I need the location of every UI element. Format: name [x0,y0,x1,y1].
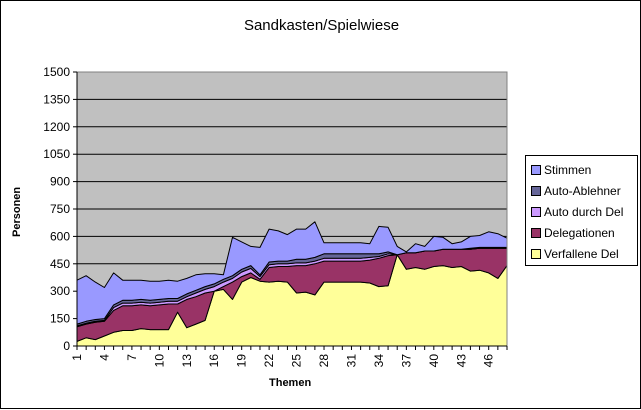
legend-swatch-stimmen [531,164,541,175]
y-tick-label: 750 [50,202,70,216]
legend-label: Verfallene Del [544,246,619,261]
x-tick-label: 34 [372,354,386,368]
x-tick-label: 10 [152,354,166,368]
y-tick-label: 1500 [43,65,70,79]
y-tick-label: 450 [50,257,70,271]
legend-swatch-verfallene-del [531,248,541,259]
legend-item-auto-ablehner: Auto-Ablehner [526,180,637,201]
x-tick-label: 37 [399,354,413,368]
x-tick-label: 16 [207,354,221,368]
legend-label: Auto-Ablehner [544,183,621,198]
x-tick-label: 22 [262,354,276,368]
x-tick-label: 40 [427,354,441,368]
x-axis-label: Themen [269,377,312,389]
x-tick-label: 7 [125,354,139,361]
y-tick-label: 900 [50,175,70,189]
x-tick-label: 4 [97,354,111,361]
y-tick-label: 300 [50,284,70,298]
x-tick-label: 1 [70,354,84,361]
legend-label: Auto durch Del [544,204,624,219]
chart-title: Sandkasten/Spielwiese [243,17,400,34]
x-tick-label: 43 [454,354,468,368]
y-tick-label: 150 [50,312,70,326]
legend-swatch-delegationen [531,227,541,238]
y-tick-label: 600 [50,229,70,243]
legend-swatch-auto-ablehner [531,185,541,196]
chart-legend: Stimmen Auto-Ablehner Auto durch Del Del… [525,155,638,266]
legend-label: Delegationen [544,225,615,240]
x-tick-label: 31 [345,354,359,368]
x-tick-label: 46 [482,354,496,368]
y-axis-label: Personen [11,186,23,237]
legend-label: Stimmen [544,162,592,177]
legend-item-delegationen: Delegationen [526,222,637,243]
legend-item-stimmen: Stimmen [526,159,637,180]
x-tick-label: 13 [180,354,194,368]
y-tick-label: 1200 [43,120,70,134]
legend-item-verfallene-del: Verfallene Del [526,243,637,264]
y-tick-label: 0 [63,339,70,353]
x-tick-label: 19 [235,354,249,368]
y-tick-label: 1350 [43,92,70,106]
legend-swatch-auto-durch-del [531,206,541,217]
y-tick-label: 1050 [43,147,70,161]
x-tick-label: 28 [317,354,331,368]
x-tick-label: 25 [290,354,304,368]
legend-item-auto-durch-del: Auto durch Del [526,201,637,222]
